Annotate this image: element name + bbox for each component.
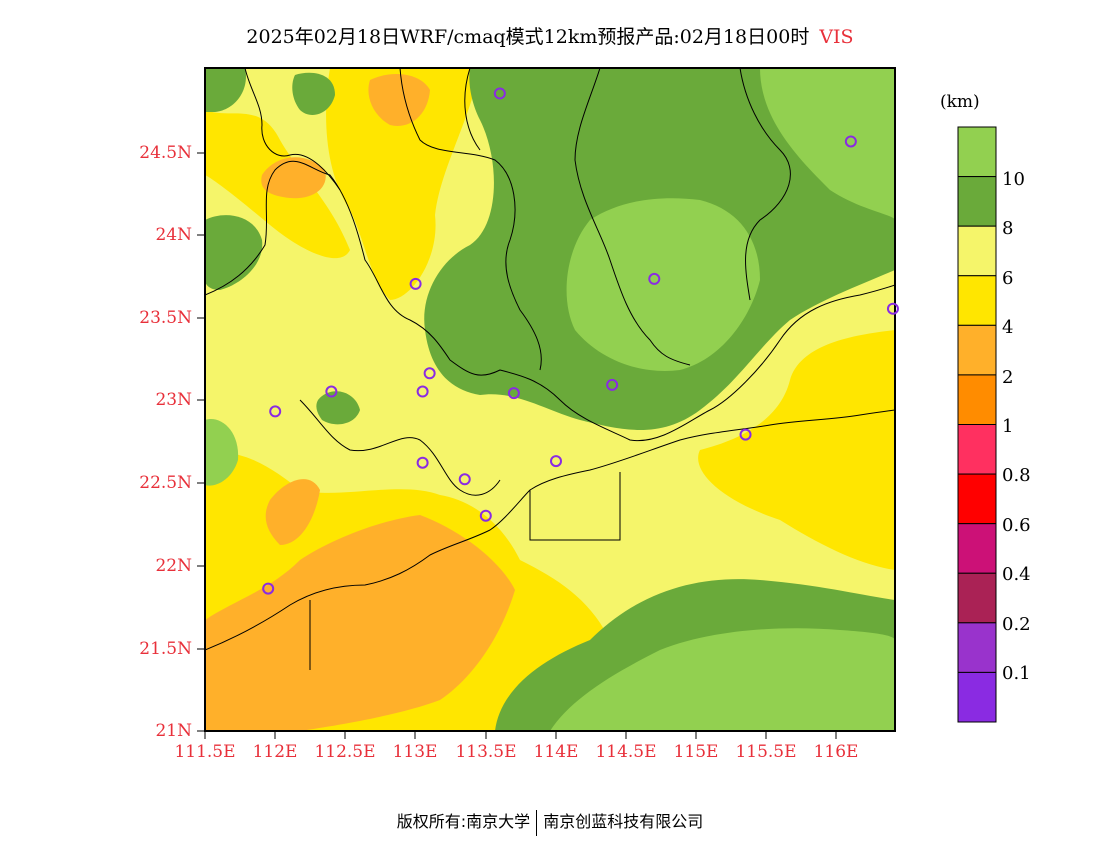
colorbar: [957, 126, 997, 723]
colorbar-label: 2: [1002, 367, 1014, 388]
colorbar-label: 10: [1002, 169, 1025, 190]
map-title: 2025年02月18日WRF/cmaq模式12km预报产品:02月18日00时 V…: [0, 22, 1100, 49]
copyright-text: 版权所有:南京大学: [396, 812, 531, 831]
lon-label: 112.5E: [314, 742, 376, 762]
colorbar-swatch: [957, 572, 997, 624]
lat-label: 23N: [155, 390, 192, 410]
colorbar-swatch: [957, 126, 997, 178]
station-marker: [844, 135, 857, 148]
station-marker: [606, 378, 619, 391]
colorbar-swatch: [957, 374, 997, 425]
field-yellow-north: [326, 68, 480, 300]
field-lightgreen-sea-inner: [550, 628, 895, 731]
footer: 版权所有:南京大学 南京创蓝科技有限公司: [0, 808, 1100, 836]
lat-label: 22.5N: [139, 473, 192, 493]
lon-label: 115E: [673, 742, 719, 762]
colorbar-swatch: [957, 324, 997, 376]
station-marker: [416, 385, 429, 398]
lon-label: 111.5E: [174, 742, 236, 762]
station-marker: [507, 387, 520, 400]
colorbar-label: 4: [1002, 317, 1014, 338]
station-marker: [325, 385, 338, 398]
colorbar-label: 0.6: [1002, 515, 1031, 536]
lat-label: 21.5N: [139, 639, 192, 659]
station-marker: [648, 272, 661, 285]
title-text: 2025年02月18日WRF/cmaq模式12km预报产品:02月18日00时: [246, 26, 810, 48]
colorbar-swatch: [957, 622, 997, 673]
station-marker: [262, 582, 275, 595]
field-green-nmid: [292, 72, 335, 115]
station-marker: [458, 473, 471, 486]
colorbar-swatch: [957, 523, 997, 574]
station-marker: [550, 455, 562, 468]
lon-label: 116E: [813, 742, 859, 762]
colorbar-swatch: [957, 424, 997, 475]
lon-ticks: [204, 731, 837, 739]
field-orange-north: [368, 74, 430, 126]
variable-name: VIS: [819, 26, 854, 48]
field-green-west: [205, 215, 263, 290]
forecast-field: [205, 68, 895, 731]
lat-label: 24N: [155, 225, 192, 245]
colorbar-swatch: [957, 671, 997, 723]
lon-label: 113.5E: [455, 742, 517, 762]
lat-label: 21N: [155, 721, 192, 741]
colorbar-label: 0.2: [1002, 614, 1031, 635]
colorbar-swatch: [957, 225, 997, 277]
lat-ticks: [197, 152, 205, 732]
lon-label: 113E: [392, 742, 438, 762]
lat-label: 24.5N: [139, 143, 192, 163]
station-marker: [409, 277, 422, 290]
field-orange-sw: [265, 479, 320, 545]
colorbar-swatch: [957, 473, 997, 525]
company-text: 南京创蓝科技有限公司: [543, 812, 704, 831]
lat-label: 23.5N: [139, 308, 192, 328]
station-marker: [493, 87, 506, 100]
colorbar-label: 0.4: [1002, 564, 1031, 585]
footer-divider: [536, 809, 538, 836]
field-orange-south: [205, 515, 515, 731]
colorbar-label: 0.8: [1002, 465, 1031, 486]
lon-label: 115.5E: [735, 742, 797, 762]
station-marker: [886, 302, 899, 315]
station-marker: [423, 367, 436, 380]
station-marker: [479, 509, 492, 522]
colorbar-swatch: [957, 275, 997, 326]
lat-label: 22N: [155, 556, 192, 576]
field-green-west2: [316, 391, 360, 425]
station-marker: [416, 456, 429, 469]
station-marker: [269, 405, 282, 418]
field-green-west3: [205, 419, 239, 486]
colorbar-label: 0.1: [1002, 663, 1031, 684]
lon-label: 114E: [533, 742, 579, 762]
station-markers: [262, 87, 899, 595]
field-yellow-east: [698, 330, 895, 570]
field-green-nw-corner: [205, 68, 246, 112]
field-lightgreen-ne: [560, 68, 895, 371]
colorbar-swatch: [957, 176, 997, 227]
colorbar-label: 1: [1002, 416, 1014, 437]
colorbar-label: 6: [1002, 268, 1014, 289]
boundary-lines: [205, 68, 895, 670]
station-marker: [739, 428, 752, 441]
colorbar-label: 8: [1002, 218, 1014, 239]
colorbar-unit: (km): [940, 92, 980, 112]
lon-label: 112E: [252, 742, 298, 762]
lon-label: 114.5E: [595, 742, 657, 762]
